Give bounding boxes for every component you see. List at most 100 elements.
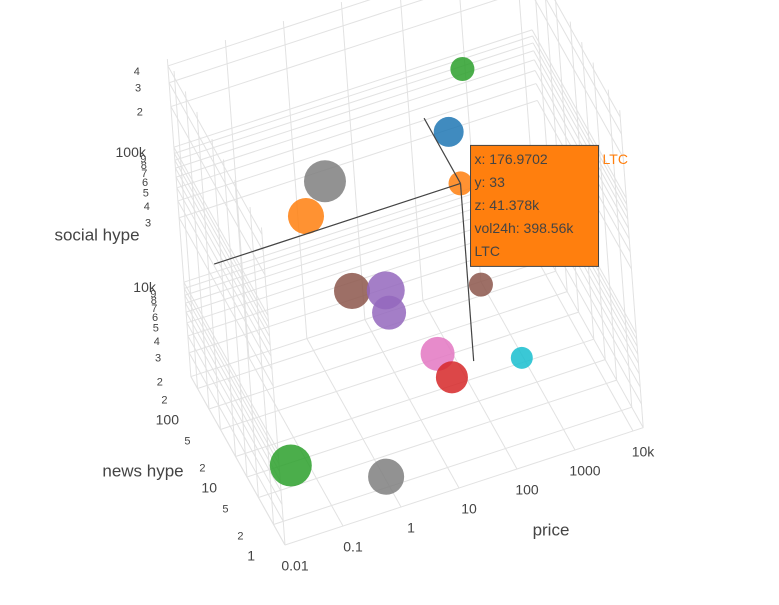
- grid-line: [168, 0, 424, 84]
- grid-line: [176, 187, 272, 357]
- z-tick-label: 9: [150, 288, 156, 300]
- grid-line: [548, 258, 644, 428]
- grid-line: [186, 322, 282, 492]
- grid-line: [532, 35, 628, 205]
- grid-line: [422, 300, 518, 470]
- grid-line: [168, 82, 264, 252]
- z-tick-label: 6: [142, 177, 148, 189]
- marker: [372, 295, 407, 330]
- grid-line: [178, 217, 274, 387]
- marker: [420, 336, 455, 371]
- grid-line: [533, 50, 629, 220]
- y-tick-label: 2: [161, 394, 167, 406]
- grid-line: [538, 262, 634, 432]
- z-tick-label: 9: [140, 153, 146, 165]
- grid-line: [208, 291, 568, 410]
- z-tick-label: 8: [141, 160, 147, 172]
- grid-line: [167, 0, 371, 67]
- grid-line: [185, 311, 281, 481]
- y-tick-label: 2: [237, 530, 243, 542]
- z-tick-label: 6: [152, 312, 158, 324]
- grid-line: [273, 406, 632, 526]
- tooltip-line: y: 33: [475, 174, 506, 190]
- grid-line: [197, 270, 556, 390]
- x-tick-label: 0.01: [281, 558, 308, 574]
- grid-line: [177, 200, 273, 370]
- z-tick-label: 7: [141, 168, 147, 180]
- y-tick-label: 10: [201, 480, 217, 496]
- grid-line: [178, 99, 538, 219]
- y-tick-label: 1: [247, 548, 255, 564]
- grid-line: [554, 0, 621, 118]
- grid-line: [176, 70, 536, 189]
- z-tick-label: 4: [144, 201, 150, 213]
- grid-line: [183, 288, 279, 458]
- grid-line: [177, 83, 537, 202]
- x-axis-title: price: [533, 520, 570, 539]
- grid-line: [174, 42, 534, 161]
- grid-line: [534, 0, 624, 158]
- spike-line: [213, 182, 461, 265]
- x-tick-label: 1: [407, 520, 415, 536]
- marker: [450, 57, 475, 82]
- z-tick-label: 5: [143, 188, 149, 200]
- z-tick-label: 10k: [133, 279, 157, 295]
- grid-line: [170, 106, 266, 276]
- tooltip-line: LTC: [475, 243, 500, 259]
- tick-labels: 0.010.1110100100010k12510251002234567891…: [116, 66, 656, 574]
- tooltip-box: [470, 144, 600, 267]
- grid-line: [220, 311, 579, 430]
- grid-line: [184, 302, 280, 472]
- grid-line: [188, 352, 284, 522]
- grid-line: [184, 295, 280, 464]
- marker: [368, 458, 405, 495]
- y-tick-label: 2: [199, 462, 205, 474]
- markers: [269, 57, 533, 495]
- spike-line: [423, 117, 462, 184]
- grid-line: [531, 29, 627, 199]
- z-tick-label: 3: [135, 83, 141, 95]
- z-axis-title: social hype: [54, 225, 139, 244]
- grid-line: [546, 0, 622, 135]
- x-tick-label: 0.1: [343, 539, 363, 555]
- y-axis-title: news hype: [102, 461, 183, 480]
- grid-line: [248, 357, 344, 527]
- grid-line: [173, 29, 533, 148]
- y-tick-label: 5: [184, 435, 190, 447]
- marker: [333, 272, 371, 309]
- grid-line: [174, 35, 533, 154]
- x-tick-label: 10: [461, 501, 477, 517]
- z-tick-label: 2: [137, 106, 143, 118]
- marker: [510, 346, 533, 369]
- y-tick-label: 100: [156, 412, 180, 428]
- grid-line: [173, 146, 269, 316]
- grid-line: [174, 167, 270, 337]
- z-tick-label: 5: [153, 323, 159, 335]
- grid-line: [284, 427, 644, 546]
- grid-line: [364, 319, 460, 489]
- z-tick-label: 3: [155, 353, 161, 365]
- y-tick-label: 5: [222, 503, 228, 515]
- grid-line: [235, 338, 594, 458]
- hover-layer: x: 176.9702 y: 33 z: 41.378k vol24h: 398.56…: [213, 117, 628, 362]
- spike-line: [459, 183, 475, 362]
- grid-line: [167, 65, 263, 235]
- grid-line: [173, 153, 269, 323]
- x-tick-label: 10k: [632, 444, 656, 460]
- marker: [435, 361, 468, 394]
- tooltip-name: LTC: [603, 151, 628, 167]
- z-tick-label: 3: [145, 218, 151, 230]
- grid-line: [532, 42, 628, 212]
- marker: [303, 160, 346, 203]
- x-tick-label: 100: [515, 482, 539, 498]
- marker: [287, 198, 325, 235]
- grid-line: [174, 160, 270, 329]
- grid-line: [190, 376, 286, 546]
- grid-line: [183, 281, 279, 451]
- tooltip-line: x: 176.9702: [475, 151, 548, 167]
- grid-line: [170, 0, 498, 108]
- z-tick-label: 4: [154, 336, 160, 348]
- z-tick-label: 2: [157, 376, 163, 388]
- tooltip-line: z: 41.378k: [475, 197, 541, 213]
